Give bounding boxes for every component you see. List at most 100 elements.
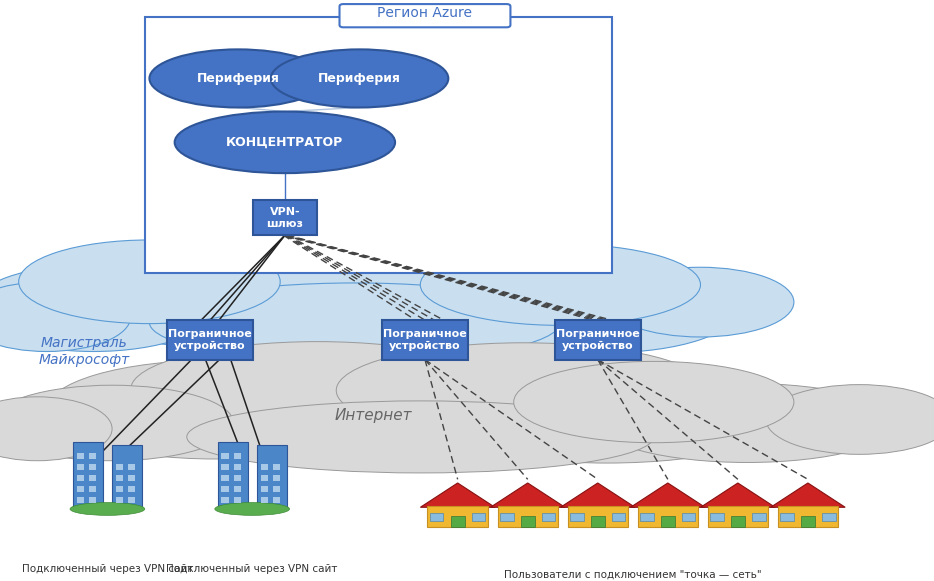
FancyBboxPatch shape	[116, 497, 123, 503]
Text: VPN-
шлюз: VPN- шлюз	[266, 207, 304, 229]
Polygon shape	[560, 483, 635, 507]
Polygon shape	[630, 483, 705, 507]
FancyBboxPatch shape	[261, 497, 268, 503]
FancyBboxPatch shape	[89, 497, 96, 503]
FancyBboxPatch shape	[77, 486, 84, 492]
FancyBboxPatch shape	[822, 513, 836, 521]
Ellipse shape	[420, 244, 700, 325]
Polygon shape	[490, 483, 565, 507]
FancyBboxPatch shape	[116, 486, 123, 492]
Ellipse shape	[0, 397, 112, 461]
FancyBboxPatch shape	[221, 453, 229, 459]
FancyBboxPatch shape	[89, 475, 96, 481]
FancyBboxPatch shape	[77, 464, 84, 470]
FancyBboxPatch shape	[498, 506, 558, 527]
FancyBboxPatch shape	[612, 513, 626, 521]
FancyBboxPatch shape	[253, 200, 317, 235]
Ellipse shape	[187, 401, 654, 473]
Ellipse shape	[271, 49, 448, 107]
FancyBboxPatch shape	[89, 486, 96, 492]
FancyBboxPatch shape	[730, 516, 745, 527]
FancyBboxPatch shape	[555, 320, 641, 360]
FancyBboxPatch shape	[568, 506, 628, 527]
FancyBboxPatch shape	[710, 513, 724, 521]
FancyBboxPatch shape	[234, 453, 241, 459]
FancyBboxPatch shape	[221, 475, 229, 481]
Polygon shape	[700, 483, 775, 507]
FancyBboxPatch shape	[752, 513, 766, 521]
FancyBboxPatch shape	[257, 445, 287, 509]
Polygon shape	[420, 483, 495, 507]
FancyBboxPatch shape	[128, 464, 135, 470]
Ellipse shape	[70, 503, 145, 515]
Ellipse shape	[175, 112, 395, 173]
FancyBboxPatch shape	[261, 486, 268, 492]
Text: Магистраль
Майкрософт: Магистраль Майкрософт	[38, 336, 130, 367]
Ellipse shape	[476, 266, 738, 353]
Ellipse shape	[215, 503, 290, 515]
FancyBboxPatch shape	[221, 486, 229, 492]
FancyBboxPatch shape	[500, 513, 514, 521]
FancyBboxPatch shape	[472, 513, 486, 521]
Ellipse shape	[149, 283, 560, 362]
Text: Регион Azure: Регион Azure	[377, 6, 473, 20]
Ellipse shape	[514, 361, 794, 443]
Ellipse shape	[149, 49, 327, 107]
FancyBboxPatch shape	[234, 464, 241, 470]
FancyBboxPatch shape	[660, 516, 675, 527]
FancyBboxPatch shape	[77, 475, 84, 481]
FancyBboxPatch shape	[116, 475, 123, 481]
FancyBboxPatch shape	[77, 453, 84, 459]
Ellipse shape	[75, 238, 635, 360]
Text: Периферия: Периферия	[197, 72, 279, 85]
Ellipse shape	[37, 241, 374, 346]
FancyBboxPatch shape	[234, 486, 241, 492]
FancyBboxPatch shape	[128, 497, 135, 503]
Ellipse shape	[19, 240, 280, 324]
Text: Подключенный через VPN сайт: Подключенный через VPN сайт	[166, 564, 338, 573]
FancyBboxPatch shape	[218, 442, 248, 509]
FancyBboxPatch shape	[112, 445, 142, 509]
FancyBboxPatch shape	[340, 4, 510, 27]
Ellipse shape	[766, 385, 934, 454]
FancyBboxPatch shape	[145, 17, 612, 273]
FancyBboxPatch shape	[520, 516, 535, 527]
FancyBboxPatch shape	[89, 453, 96, 459]
Ellipse shape	[0, 264, 215, 352]
Ellipse shape	[121, 354, 719, 471]
FancyBboxPatch shape	[428, 506, 488, 527]
FancyBboxPatch shape	[128, 475, 135, 481]
FancyBboxPatch shape	[708, 506, 768, 527]
FancyBboxPatch shape	[273, 464, 280, 470]
Ellipse shape	[131, 342, 504, 437]
Text: Подключенный через VPN сайт: Подключенный через VPN сайт	[21, 564, 193, 573]
Ellipse shape	[336, 343, 710, 438]
Ellipse shape	[598, 383, 897, 462]
Ellipse shape	[0, 282, 131, 352]
Text: Пограничное
устройство: Пограничное устройство	[168, 329, 252, 351]
FancyBboxPatch shape	[73, 442, 103, 509]
Ellipse shape	[112, 221, 448, 320]
Text: Пользователи с подключением "точка — сеть": Пользователи с подключением "точка — сет…	[504, 569, 762, 579]
FancyBboxPatch shape	[800, 516, 815, 527]
FancyBboxPatch shape	[638, 506, 698, 527]
Text: Пограничное
устройство: Пограничное устройство	[383, 329, 467, 351]
FancyBboxPatch shape	[590, 516, 605, 527]
FancyBboxPatch shape	[778, 506, 838, 527]
FancyBboxPatch shape	[640, 513, 654, 521]
FancyBboxPatch shape	[542, 513, 556, 521]
FancyBboxPatch shape	[780, 513, 794, 521]
FancyBboxPatch shape	[261, 464, 268, 470]
FancyBboxPatch shape	[273, 497, 280, 503]
FancyBboxPatch shape	[167, 320, 253, 360]
FancyBboxPatch shape	[221, 497, 229, 503]
FancyBboxPatch shape	[221, 464, 229, 470]
FancyBboxPatch shape	[128, 486, 135, 492]
FancyBboxPatch shape	[234, 497, 241, 503]
FancyBboxPatch shape	[273, 475, 280, 481]
Ellipse shape	[420, 364, 794, 463]
FancyBboxPatch shape	[382, 320, 468, 360]
FancyBboxPatch shape	[570, 513, 584, 521]
Text: Периферия: Периферия	[318, 72, 401, 85]
Ellipse shape	[47, 360, 383, 459]
